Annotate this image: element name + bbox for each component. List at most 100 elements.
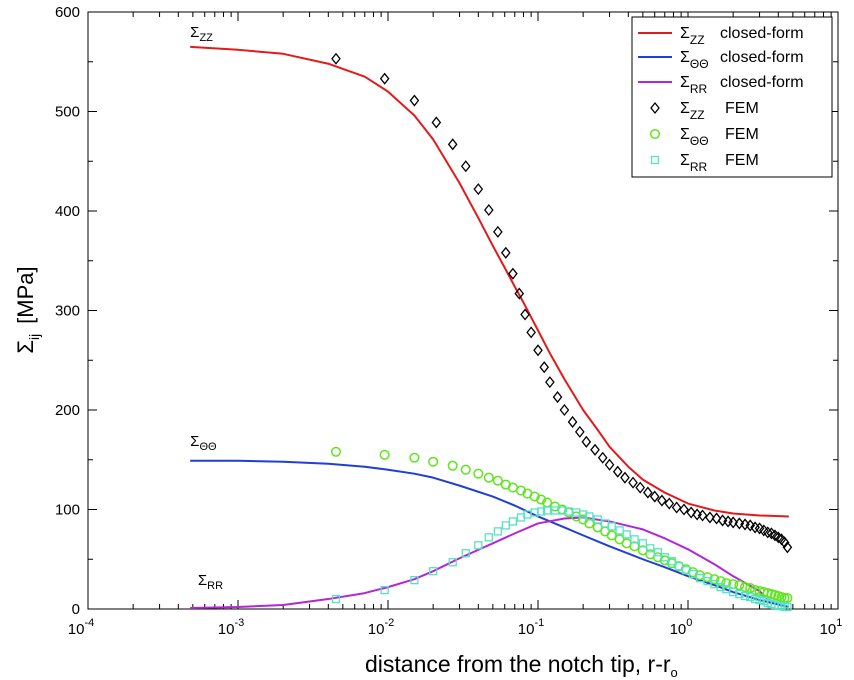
marker-square <box>755 595 764 605</box>
marker-diamond <box>671 501 682 514</box>
marker-diamond <box>604 458 615 471</box>
marker-square <box>630 535 639 544</box>
marker-diamond <box>705 511 715 524</box>
marker-square <box>667 557 676 566</box>
marker-square <box>448 558 457 567</box>
marker-circle <box>529 491 540 502</box>
marker-diamond <box>545 376 555 389</box>
y-axis: 0 100 200 300 400 500 600 <box>55 4 838 618</box>
marker-circle <box>483 472 494 483</box>
marker-circle <box>330 446 342 457</box>
marker-circle <box>428 456 439 467</box>
marker-square <box>735 589 744 599</box>
marker-square <box>638 539 647 548</box>
series-line <box>190 516 771 609</box>
marker-diamond <box>734 517 745 530</box>
x-tick-label: 100 <box>670 617 693 638</box>
marker-diamond <box>649 490 660 503</box>
marker-circle <box>473 468 484 479</box>
y-tick-label: 200 <box>55 402 80 419</box>
legend-label: ΣRR FEM <box>680 152 759 174</box>
marker-square <box>716 582 725 592</box>
marker-diamond <box>559 403 570 417</box>
marker-square <box>746 592 755 602</box>
marker-diamond <box>657 494 667 507</box>
marker-diamond <box>692 508 702 521</box>
marker-diamond <box>447 138 458 151</box>
marker-diamond <box>379 72 390 85</box>
curve-annotation: ΣRR <box>198 572 223 592</box>
marker-diamond <box>473 183 484 196</box>
marker-diamond <box>460 160 471 173</box>
marker-circle <box>460 464 471 475</box>
marker-diamond <box>539 361 550 374</box>
marker-square <box>607 522 616 531</box>
marker-diamond <box>745 519 756 532</box>
x-axis-title: distance from the notch tip, r-ro <box>365 651 678 680</box>
marker-square <box>508 517 518 526</box>
series-zz-fem <box>331 52 793 554</box>
legend-box <box>631 16 833 178</box>
marker-circle <box>606 530 617 541</box>
marker-diamond <box>493 225 503 238</box>
marker-diamond <box>526 326 536 339</box>
legend-swatch <box>649 128 661 140</box>
marker-diamond <box>782 541 793 554</box>
marker-square <box>622 530 631 539</box>
marker-square <box>695 574 705 583</box>
series-rr-closed-form <box>190 516 771 609</box>
marker-diamond <box>409 94 420 107</box>
y-axis-title: Σij[MPa] <box>13 266 42 353</box>
marker-square <box>493 527 503 536</box>
legend-swatch <box>650 155 660 165</box>
marker-square <box>474 541 483 550</box>
marker-square <box>750 594 760 604</box>
legend-item: ΣZZ FEM <box>650 100 759 122</box>
marker-diamond <box>679 503 689 516</box>
x-tick-label: 101 <box>820 617 843 638</box>
x-tick-label: 10-1 <box>518 617 544 638</box>
marker-diamond <box>508 267 518 280</box>
marker-square <box>484 533 493 542</box>
y-tick-label: 500 <box>55 104 80 121</box>
marker-circle <box>734 580 745 591</box>
marker-circle <box>409 452 420 463</box>
marker-diamond <box>697 509 708 522</box>
legend-swatch <box>650 101 660 115</box>
marker-circle <box>447 460 458 471</box>
series-rr-fem <box>331 506 792 612</box>
marker-square <box>461 549 470 558</box>
marker-square <box>331 594 341 604</box>
marker-diamond <box>431 116 442 129</box>
curve-annotation: ΣZZ <box>190 24 213 44</box>
marker-circle <box>745 583 756 594</box>
series-layer <box>190 45 793 612</box>
legend-label: ΣRR closed-form <box>680 74 804 96</box>
legend-label: ΣZZ FEM <box>680 100 759 122</box>
curve-annotation: ΣΘΘ <box>190 433 217 453</box>
marker-diamond <box>628 476 638 489</box>
marker-square <box>740 591 750 601</box>
marker-diamond <box>581 435 592 448</box>
marker-diamond <box>717 514 728 527</box>
marker-diamond <box>728 516 738 529</box>
legend-item: ΣRR closed-form <box>638 74 804 96</box>
marker-diamond <box>635 481 646 494</box>
marker-square <box>579 510 588 519</box>
marker-diamond <box>686 506 697 519</box>
marker-diamond <box>514 287 525 300</box>
marker-diamond <box>590 443 600 456</box>
marker-diamond <box>500 246 511 259</box>
legend-label: ΣΘΘ FEM <box>680 126 759 148</box>
series-line <box>190 45 789 518</box>
marker-square <box>646 544 655 553</box>
y-tick-label: 0 <box>72 601 80 618</box>
marker-diamond <box>574 425 585 438</box>
y-tick-label: 600 <box>55 4 80 21</box>
marker-square <box>542 506 552 515</box>
legend-label: ΣZZ closed-form <box>680 25 804 47</box>
marker-diamond <box>331 52 341 65</box>
marker-square <box>429 567 438 576</box>
marker-circle <box>739 582 751 593</box>
marker-diamond <box>620 471 630 484</box>
